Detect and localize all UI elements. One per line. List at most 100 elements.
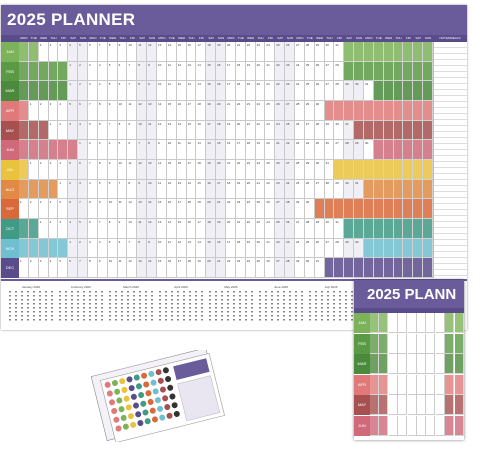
month-row-may: MAY 1 2 3 4 5 6 7 8 9 10 11 12 13 14 15 16 17 18 19 20 21 22 23… bbox=[1, 120, 433, 141]
day-header-26: SAT bbox=[277, 36, 284, 40]
day-cell: 5 bbox=[97, 179, 108, 200]
day-cell bbox=[48, 81, 59, 101]
day-cell: 30 bbox=[314, 160, 325, 180]
day-cell bbox=[383, 81, 394, 101]
sticker-dot bbox=[155, 369, 162, 376]
day-cell: 15 bbox=[166, 160, 177, 180]
day-header-32: FRI bbox=[336, 36, 342, 40]
day-cell: 15 bbox=[186, 120, 197, 141]
day-cell: 20 bbox=[226, 42, 236, 62]
day-cell: 14 bbox=[206, 140, 217, 160]
day-cell: 14 bbox=[147, 258, 157, 278]
planner-banner: 2025 PLANNER bbox=[1, 5, 467, 35]
day-cell bbox=[373, 120, 384, 141]
day-cell bbox=[48, 238, 59, 259]
day-cell bbox=[28, 81, 39, 101]
sticker-dots bbox=[104, 367, 180, 432]
day-cell: 15 bbox=[206, 238, 217, 259]
day-header-row: MON TUE WED THU FRI SAT SUN MON TUE WED THU FRI SAT S… bbox=[1, 35, 467, 42]
day-header-33: SAT bbox=[346, 36, 353, 40]
day-cell: 9 bbox=[117, 219, 128, 239]
day-cell: 11 bbox=[117, 258, 128, 278]
day-cell: 17 bbox=[235, 140, 246, 160]
day-cell: 5 bbox=[58, 199, 69, 219]
day-cell: 21 bbox=[226, 160, 236, 180]
day-cell: 4 bbox=[97, 238, 108, 259]
sticker-dot bbox=[152, 388, 159, 395]
day-cell: 30 bbox=[364, 140, 374, 160]
day-cell: 19 bbox=[245, 238, 256, 259]
day-cell: 20 bbox=[255, 81, 266, 101]
day-cell: 23 bbox=[275, 179, 286, 200]
day-cell: 26 bbox=[275, 101, 286, 121]
day-cell: 18 bbox=[196, 160, 207, 180]
day-cell bbox=[38, 238, 49, 259]
small-day-cell bbox=[407, 395, 417, 415]
small-day-cell bbox=[454, 374, 464, 395]
small-day-cell bbox=[388, 395, 398, 415]
day-cell bbox=[383, 61, 394, 82]
day-cell: 21 bbox=[235, 42, 246, 62]
day-cell: 20 bbox=[226, 219, 236, 239]
sticker-dot bbox=[130, 421, 137, 428]
sticker-dot bbox=[111, 379, 118, 386]
mini-calendar-title: May 2026 bbox=[224, 285, 238, 289]
small-month-row-feb: FEB bbox=[354, 333, 464, 354]
day-cell bbox=[324, 199, 335, 219]
sticker-dot bbox=[104, 381, 111, 388]
sticker-dot bbox=[133, 402, 140, 409]
day-cell bbox=[393, 199, 404, 219]
day-cell: 16 bbox=[216, 61, 226, 82]
small-day-cell bbox=[435, 395, 445, 415]
day-cell: 12 bbox=[127, 258, 138, 278]
day-cell: 26 bbox=[285, 219, 295, 239]
day-cell: 15 bbox=[216, 140, 226, 160]
small-day-cell bbox=[398, 333, 408, 354]
small-day-cell bbox=[407, 333, 417, 354]
day-cell bbox=[28, 42, 39, 62]
day-cell bbox=[19, 179, 29, 200]
day-cell bbox=[423, 61, 433, 82]
sticker-dot bbox=[113, 416, 120, 423]
day-cell: 17 bbox=[216, 179, 226, 200]
sticker-dot bbox=[141, 372, 148, 379]
day-cell bbox=[354, 61, 364, 82]
sticker-notes-area bbox=[177, 375, 220, 421]
day-cell bbox=[403, 160, 414, 180]
sticker-dot bbox=[147, 398, 154, 405]
day-cell: 29 bbox=[314, 42, 325, 62]
day-cell: 30 bbox=[324, 219, 335, 239]
day-cell: 24 bbox=[285, 179, 295, 200]
day-cell bbox=[334, 101, 345, 121]
day-cell: 20 bbox=[245, 179, 256, 200]
day-cell bbox=[423, 42, 433, 62]
sticker-label-block bbox=[173, 358, 210, 381]
day-cell bbox=[28, 219, 39, 239]
sticker-dot bbox=[169, 393, 176, 400]
mini-calendar-dates bbox=[159, 291, 203, 321]
day-cell bbox=[413, 199, 424, 219]
sticker-dot bbox=[157, 377, 164, 384]
day-cell bbox=[364, 101, 374, 121]
day-cell: 6 bbox=[127, 140, 138, 160]
month-row-apr: APR 1 2 3 4 5 6 7 8 9 10 11 12 13 14 15 16 17 18 19 20 21 22 23… bbox=[1, 101, 433, 121]
day-cell: 8 bbox=[97, 101, 108, 121]
day-cell: 27 bbox=[314, 179, 325, 200]
sticker-dot bbox=[154, 397, 161, 404]
day-cell: 1 bbox=[38, 42, 49, 62]
day-cell bbox=[423, 258, 433, 278]
day-cell: 18 bbox=[206, 42, 217, 62]
day-cell: 19 bbox=[245, 61, 256, 82]
sticker-dot bbox=[143, 381, 150, 388]
day-cell bbox=[413, 238, 424, 259]
day-cell: 1 bbox=[28, 101, 39, 121]
day-cell: 9 bbox=[97, 199, 108, 219]
month-row-aug: AUG 1 2 3 4 5 6 7 8 9 10 11 12 13 14 15 16 17 18 19 20 21 22 23… bbox=[1, 179, 433, 200]
day-cell: 29 bbox=[344, 238, 355, 259]
day-cell: 24 bbox=[255, 101, 266, 121]
day-header-7: MON bbox=[89, 36, 97, 40]
day-cell bbox=[364, 219, 374, 239]
day-cell: 20 bbox=[235, 120, 246, 141]
day-cell: 6 bbox=[68, 199, 79, 219]
day-cell: 27 bbox=[324, 238, 335, 259]
